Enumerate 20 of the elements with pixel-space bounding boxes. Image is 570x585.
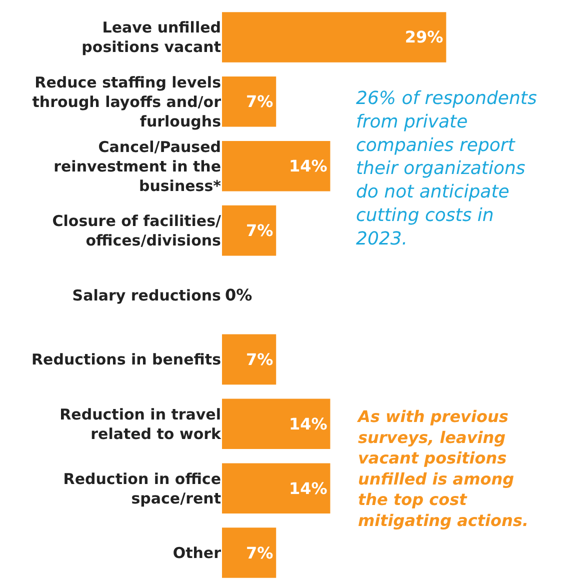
annotation: As with previous surveys, leaving vacant positions unfilled is among the top cost mitigating actions. [356, 407, 528, 530]
data-label: 7% [246, 350, 274, 369]
y-tick-label: Cancel/Paused reinvestment in the business* [54, 138, 222, 195]
data-label: 14% [288, 414, 328, 434]
data-label: 7% [246, 543, 274, 562]
annotation: 26% of respondents from private companies report their organizations do not anticipate cutting costs in 2023. [356, 88, 537, 250]
y-tick-label: Reductions in benefits [32, 350, 222, 369]
y-tick-label: Other [172, 544, 222, 562]
y-tick-label: Reduction in office space/rent [63, 470, 221, 508]
data-label: 7% [246, 221, 274, 240]
y-tick-label: Leave unfilled positions vacant [82, 18, 221, 56]
data-label: 0% [225, 286, 252, 304]
data-label: 29% [404, 28, 444, 47]
data-label: 7% [246, 92, 274, 112]
y-tick-label: Reduce staffing levels through layoffs and/or furloughs [32, 73, 222, 130]
y-tick-label: Closure of facilities/ offices/divisions [52, 212, 222, 250]
data-label: 14% [288, 478, 328, 498]
y-tick-label: Salary reductions [72, 286, 222, 304]
data-label: 14% [288, 156, 328, 176]
y-tick-label: Reduction in travel related to work [60, 405, 222, 443]
